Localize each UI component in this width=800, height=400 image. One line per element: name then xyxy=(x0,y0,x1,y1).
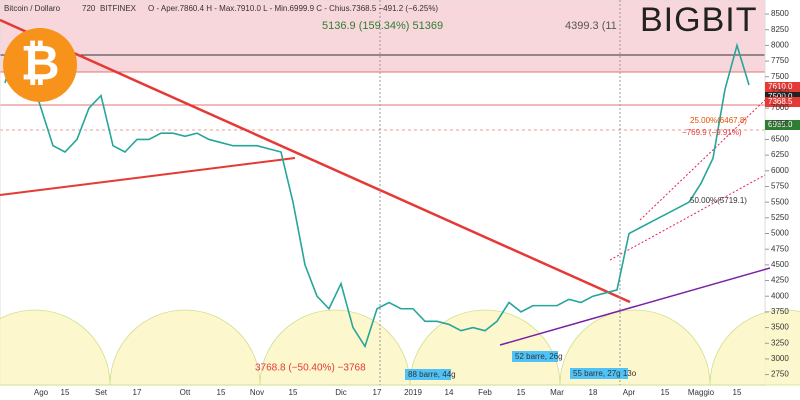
annotation: 52 barre, 26g xyxy=(515,352,563,361)
x-tick-label: Dic xyxy=(335,388,347,397)
x-tick-label: Ago xyxy=(34,388,49,397)
label-box xyxy=(405,369,451,380)
y-tick-label: 7750 xyxy=(771,56,789,65)
annotation: 5136.9 (159.34%) 51369 xyxy=(322,20,443,32)
y-tick-label: 6500 xyxy=(771,135,789,144)
brand-logo: BIGBIT xyxy=(640,1,757,39)
annotation: 3768.8 (−50.40%) −3768 xyxy=(255,363,366,374)
annotation: 25.00%(6467.8) xyxy=(690,116,747,125)
y-tick-label: 6250 xyxy=(771,150,789,159)
x-tick-label: Maggio xyxy=(688,388,715,397)
x-tick-label: 15 xyxy=(217,388,226,397)
header-symbol: Bitcoin / Dollaro xyxy=(4,4,61,13)
resistance-zone xyxy=(0,0,765,72)
y-tick-label: 7500 xyxy=(771,72,789,81)
x-tick-label: 15 xyxy=(733,388,742,397)
bitcoin-logo xyxy=(3,28,77,102)
x-tick-label: Ott xyxy=(180,388,191,397)
x-tick-label: 17 xyxy=(373,388,382,397)
x-tick-label: 15 xyxy=(661,388,670,397)
y-tick-label: 5250 xyxy=(771,213,789,222)
trend-line xyxy=(0,18,631,304)
annotation: −769.9 (−9.91%) xyxy=(682,128,742,137)
channel-line xyxy=(639,99,766,221)
y-tick-label: 2750 xyxy=(771,370,789,379)
cycle-arcs xyxy=(0,309,800,386)
y-tick-label: 3250 xyxy=(771,338,789,347)
x-tick-label: Set xyxy=(95,388,108,397)
x-tick-label: 2019 xyxy=(404,388,422,397)
trend-line xyxy=(0,157,296,196)
x-tick-label: 14 xyxy=(445,388,454,397)
price-box xyxy=(765,120,800,130)
x-tick-label: 18 xyxy=(589,388,598,397)
y-tick-label: 8250 xyxy=(771,25,789,34)
header-interval: 720 xyxy=(82,4,96,13)
y-tick-label: 7000 xyxy=(771,103,789,112)
y-tick-label: 6750 xyxy=(771,119,789,128)
price-box xyxy=(765,82,800,92)
y-tick-label: 5500 xyxy=(771,197,789,206)
bitcoin-symbol: ₿ xyxy=(20,38,59,91)
y-tick-label: 3000 xyxy=(771,354,789,363)
x-tick-label: Mar xyxy=(550,388,564,397)
y-tick-label: 5750 xyxy=(771,182,789,191)
x-tick-label: 15 xyxy=(289,388,298,397)
y-tick-label: 4750 xyxy=(771,244,789,253)
price-label: 7368.5 xyxy=(768,97,793,106)
y-tick-label: 8500 xyxy=(771,9,789,18)
price-line xyxy=(4,36,750,349)
header-exchange: BITFINEX xyxy=(100,4,137,13)
x-tick-label: Feb xyxy=(478,388,492,397)
trend-line xyxy=(499,267,771,346)
y-tick-label: 5000 xyxy=(771,229,789,238)
x-tick-label: Apr xyxy=(623,388,636,397)
annotation: 4399.3 (11 xyxy=(565,20,617,32)
y-tick-label: 3750 xyxy=(771,307,789,316)
price-label: 7610.0 xyxy=(768,82,793,91)
y-tick-label: 4500 xyxy=(771,260,789,269)
label-box xyxy=(570,368,628,379)
y-tick-label: 8000 xyxy=(771,41,789,50)
annotation: 55 barre, 27g 13o xyxy=(573,369,637,378)
label-box xyxy=(512,351,558,362)
price-label: 7500.0 xyxy=(768,92,793,101)
y-tick-label: 3500 xyxy=(771,323,789,332)
price-box xyxy=(765,97,800,107)
x-tick-label: 17 xyxy=(133,388,142,397)
x-tick-label: Nov xyxy=(250,388,264,397)
annotation: 50.00%(5719.1) xyxy=(690,196,747,205)
header-ohlc: O - Aper.7860.4 H - Max.7910.0 L - Min.6… xyxy=(148,4,438,13)
y-tick-label: 7250 xyxy=(771,88,789,97)
price-label: 6985.0 xyxy=(768,120,793,129)
y-tick-label: 4250 xyxy=(771,276,789,285)
x-tick-label: 15 xyxy=(61,388,70,397)
x-tick-label: 15 xyxy=(517,388,526,397)
y-tick-label: 6000 xyxy=(771,166,789,175)
annotation: 88 barre, 44g xyxy=(408,370,456,379)
y-tick-label: 4000 xyxy=(771,291,789,300)
channel-line xyxy=(609,174,766,261)
